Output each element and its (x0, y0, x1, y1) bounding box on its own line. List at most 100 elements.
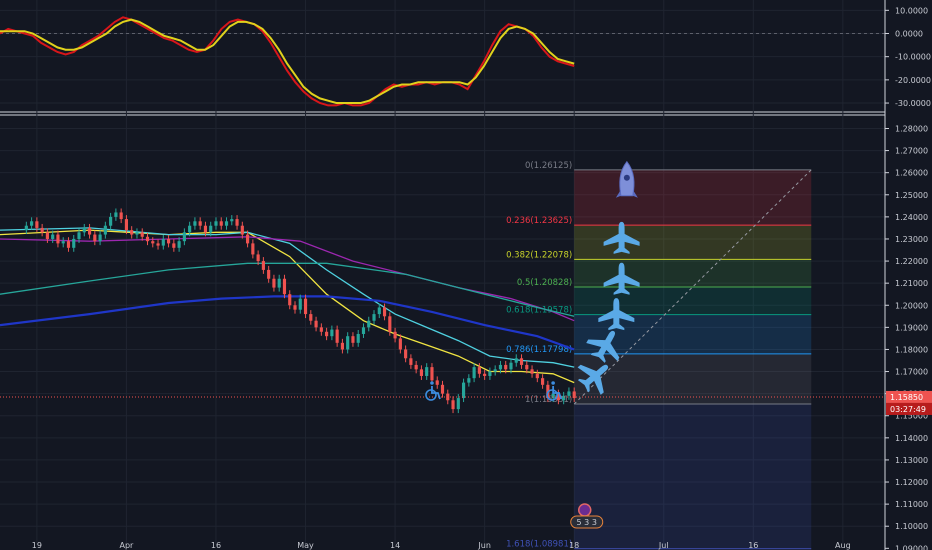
candle-body (325, 331, 329, 337)
fib-level-label: 1(1.15531) (525, 395, 572, 405)
candle-body (541, 378, 545, 385)
price-y-tick-label: 1.28000 (895, 124, 928, 133)
candle-body (409, 358, 413, 365)
candle-body (430, 367, 434, 381)
x-tick-label: Jul (658, 541, 669, 550)
candle-body (140, 232, 144, 237)
price-y-tick-label: 1.18000 (895, 345, 928, 354)
candle-body (172, 243, 176, 248)
candle-body (209, 225, 213, 233)
candle-body (314, 320, 318, 328)
x-tick-label: Apr (120, 541, 135, 550)
countdown-label: 03:27:49 (890, 405, 926, 414)
fib-level-label: 0.786(1.17798) (506, 345, 572, 355)
fib-level-label: 0(1.26125) (525, 161, 572, 171)
x-tick-label: 19 (32, 541, 42, 550)
price-y-tick-label: 1.19000 (895, 323, 928, 332)
candle-body (551, 393, 555, 399)
candle-body (288, 294, 292, 306)
candle-body (562, 395, 566, 401)
price-y-tick-label: 1.15000 (895, 412, 928, 421)
candle-body (130, 230, 134, 235)
candle-body (161, 238, 165, 246)
price-y-tick-label: 1.13000 (895, 456, 928, 465)
moving-average-line (0, 295, 575, 351)
x-tick-label: 16 (211, 541, 221, 550)
airplane-shape (603, 262, 640, 295)
x-tick-label: 16 (748, 541, 758, 550)
candle-body (277, 278, 281, 288)
candle-body (498, 364, 503, 370)
candle-body (235, 219, 239, 226)
wheelchair-icon (425, 381, 441, 401)
candle-body (261, 261, 265, 270)
airplane-icon (586, 330, 620, 363)
price-pane: 0(1.26125) 0.236(1.23625) 0.382(1.22078) 0.… (0, 127, 885, 550)
candle-body (72, 238, 76, 248)
candle-body (419, 369, 424, 376)
candle-body (567, 391, 571, 396)
candle-body (367, 320, 371, 328)
airplane-icon (577, 364, 609, 395)
candle-body (61, 241, 65, 244)
price-y-tick-label: 1.27000 (895, 147, 928, 156)
badge-counts-label: 5 3 3 (577, 518, 597, 527)
fib-zone (574, 353, 812, 405)
price-y-tick-label: 1.24000 (895, 213, 928, 222)
candle-body (51, 234, 55, 239)
candle-body (77, 232, 81, 239)
candle-body (330, 329, 334, 337)
candle-body (298, 298, 302, 310)
candle-body (87, 227, 92, 235)
price-axis: 19 Apr 16 May 14 Jun 18 Jul 16 Aug 10.0000 0.0000 -1… (32, 0, 932, 550)
candle-body (393, 331, 397, 339)
fib-level-label: 0.382(1.22078) (506, 250, 572, 260)
candle-body (109, 216, 113, 226)
candle-body (256, 254, 260, 262)
candle-body (203, 225, 208, 233)
oscillator-line (0, 16, 575, 107)
candle-body (504, 364, 508, 370)
airplane-shape (577, 364, 609, 395)
candle-body (188, 225, 192, 233)
candle-body (93, 234, 97, 242)
fib-zone (574, 404, 812, 549)
candle-body (219, 221, 223, 226)
candle-body (351, 336, 355, 343)
candle-body (224, 221, 229, 226)
price-y-tick-label: 1.12000 (895, 478, 928, 487)
candle-body (282, 278, 287, 295)
candle-body (493, 369, 497, 372)
candle-body (214, 221, 218, 226)
price-y-tick-label: 1.14000 (895, 434, 928, 443)
price-y-tick-label: 1.23000 (895, 235, 928, 244)
candle-body (45, 232, 49, 239)
candle-body (425, 367, 429, 376)
candle-body (346, 336, 350, 350)
countdown-tag (886, 402, 932, 415)
price-y-tick-label: 1.11000 (895, 500, 928, 509)
price-y-tick-label: 1.20000 (895, 301, 928, 310)
candle-body (525, 364, 529, 370)
airplane-shape (598, 298, 635, 331)
x-tick-label: Aug (835, 541, 851, 550)
price-y-tick-label: 1.10000 (895, 522, 928, 531)
candle-body (356, 333, 360, 343)
candle-body (246, 234, 250, 244)
wheelchair-wheel (425, 389, 437, 401)
candle-body (82, 227, 86, 233)
candle-body (451, 400, 455, 410)
candle-body (519, 358, 524, 365)
candle-body (182, 232, 186, 242)
candle-body (40, 227, 44, 233)
candle-body (388, 316, 392, 332)
candle-body (535, 373, 539, 379)
price-y-tick-label: 1.22000 (895, 257, 928, 266)
candle-body (440, 384, 445, 394)
candle-body (166, 238, 171, 244)
candle-body (293, 305, 297, 310)
fib-level-label: 0.5(1.20828) (517, 278, 572, 288)
fib-trend-line (573, 169, 812, 405)
candle-body (303, 298, 308, 315)
candle-body (309, 314, 313, 321)
